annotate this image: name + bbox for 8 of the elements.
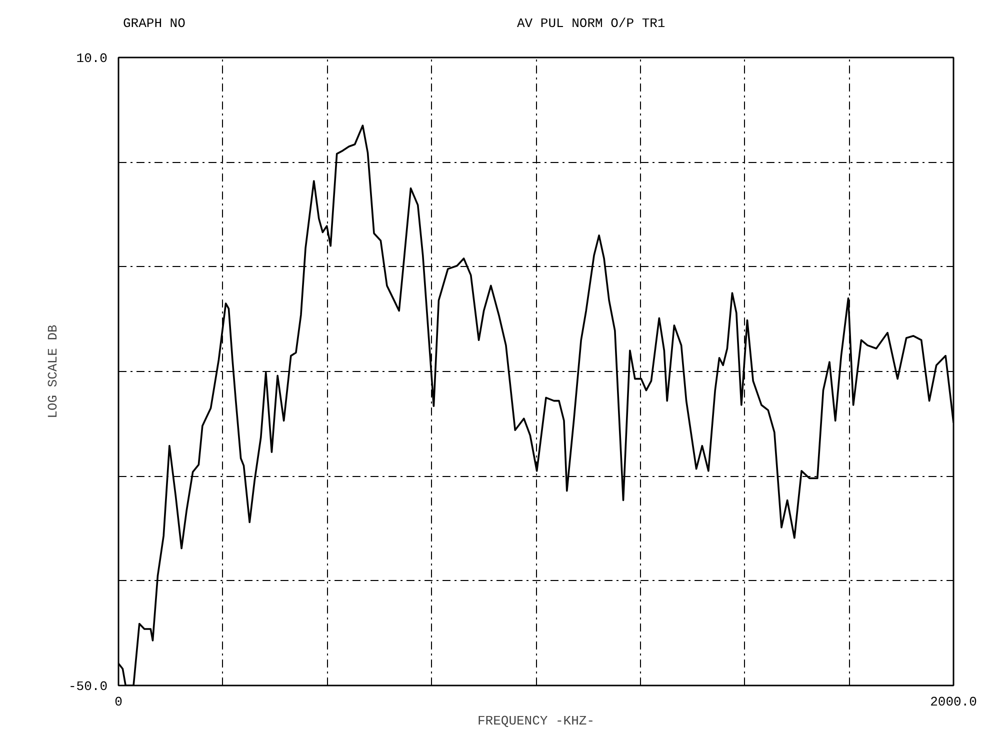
y-axis-title: LOG SCALE DB: [45, 324, 60, 418]
x-tick-label: 2000.0: [930, 694, 977, 710]
chart-subtitle: AV PUL NORM O/P TR1: [517, 15, 666, 33]
y-tick-label: -50.0: [68, 679, 108, 694]
x-tick-label: 0: [114, 694, 122, 710]
x-axis-title: FREQUENCY -KHZ-: [477, 714, 595, 728]
chart-title: GRAPH NO: [123, 15, 186, 33]
y-tick-label: 10.0: [76, 51, 108, 66]
